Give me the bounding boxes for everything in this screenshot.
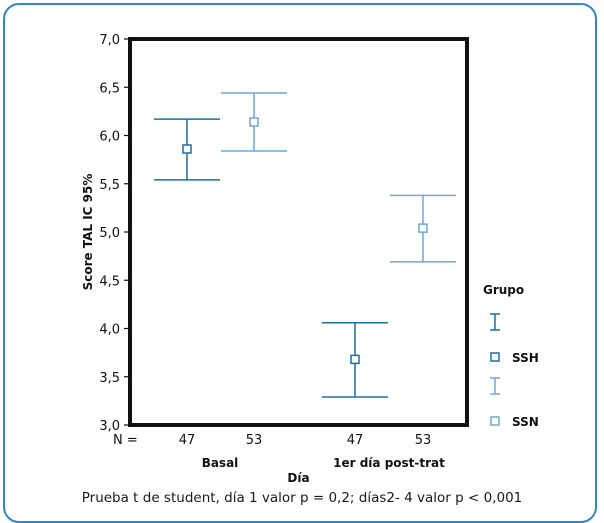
y-tick-label: 3,0 bbox=[99, 419, 120, 434]
y-tick-label: 4,0 bbox=[99, 323, 120, 338]
n-value: 47 bbox=[347, 433, 364, 448]
error-bar-chart: 3,0 3,5 4,0 4,5 5,0 5,5 6,0 6,5 7,0 47 47 53 53 Basa… bbox=[81, 33, 539, 485]
y-tick-label: 7,0 bbox=[99, 33, 120, 48]
legend-marker-ssn bbox=[490, 416, 500, 426]
figure-caption: Prueba t de student, día 1 valor p = 0,2… bbox=[81, 490, 523, 506]
n-value: 53 bbox=[246, 433, 263, 448]
legend-marker-ssh bbox=[490, 352, 500, 362]
x-category-label: Basal bbox=[202, 456, 239, 470]
y-tick-label: 5,5 bbox=[99, 178, 120, 193]
n-value: 47 bbox=[179, 433, 196, 448]
n-label: N = bbox=[113, 433, 138, 448]
mean-marker-ssh bbox=[182, 144, 192, 154]
plot-area bbox=[128, 37, 469, 427]
y-tick-label: 4,5 bbox=[99, 274, 120, 289]
mean-marker-ssn bbox=[249, 117, 259, 127]
y-tick-label: 6,5 bbox=[99, 81, 120, 96]
y-tick-label: 6,0 bbox=[99, 130, 120, 145]
y-tick-label: 5,0 bbox=[99, 226, 120, 241]
legend-title: Grupo bbox=[483, 283, 524, 297]
mean-marker-ssn bbox=[418, 223, 428, 233]
legend-label-ssn: SSN bbox=[512, 415, 539, 429]
mean-marker-ssh bbox=[350, 354, 360, 365]
x-axis-label: Día bbox=[287, 471, 309, 485]
n-value: 53 bbox=[415, 433, 432, 448]
legend-label-ssh: SSH bbox=[512, 351, 539, 365]
y-axis-label: Score TAL IC 95% bbox=[81, 174, 95, 291]
x-category-label: 1er día post-trat bbox=[333, 456, 445, 470]
y-tick-label: 3,5 bbox=[99, 371, 120, 386]
